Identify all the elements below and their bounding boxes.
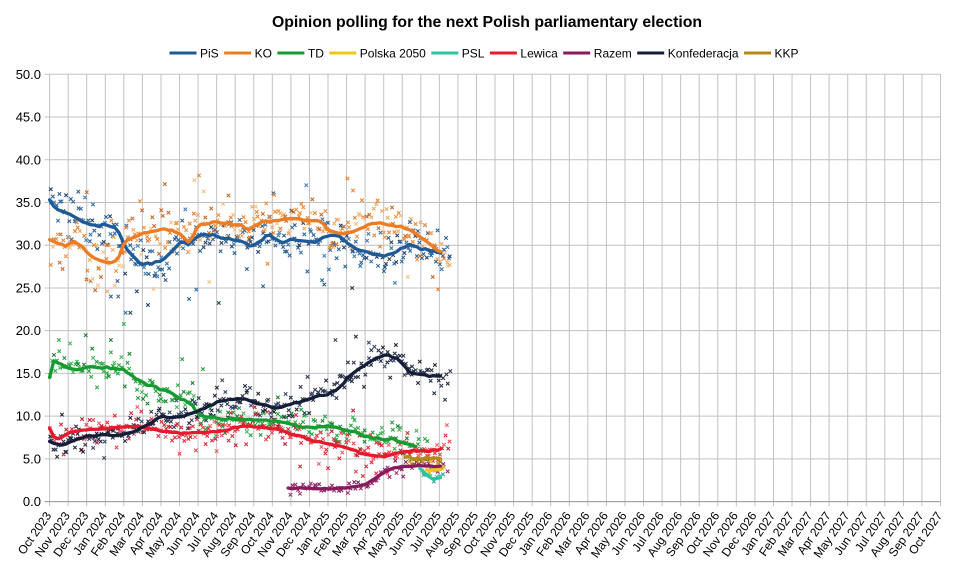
svg-text:50.0: 50.0 (16, 67, 41, 82)
svg-text:35.0: 35.0 (16, 195, 41, 210)
svg-text:20.0: 20.0 (16, 323, 41, 338)
svg-text:15.0: 15.0 (16, 366, 41, 381)
svg-text:25.0: 25.0 (16, 281, 41, 296)
svg-text:Razem: Razem (594, 46, 632, 60)
svg-text:Konfederacja: Konfederacja (668, 46, 739, 60)
svg-text:Polska 2050: Polska 2050 (360, 46, 426, 60)
svg-text:0.0: 0.0 (23, 494, 41, 509)
svg-text:KKP: KKP (775, 46, 799, 60)
svg-text:Opinion polling for the next P: Opinion polling for the next Polish parl… (272, 14, 702, 31)
svg-text:40.0: 40.0 (16, 152, 41, 167)
svg-text:PSL: PSL (462, 46, 485, 60)
svg-text:TD: TD (308, 46, 324, 60)
svg-text:PiS: PiS (200, 46, 219, 60)
svg-text:5.0: 5.0 (23, 451, 41, 466)
svg-text:30.0: 30.0 (16, 238, 41, 253)
svg-text:KO: KO (255, 46, 272, 60)
svg-text:Lewica: Lewica (520, 46, 558, 60)
svg-text:45.0: 45.0 (16, 110, 41, 125)
svg-text:10.0: 10.0 (16, 409, 41, 424)
